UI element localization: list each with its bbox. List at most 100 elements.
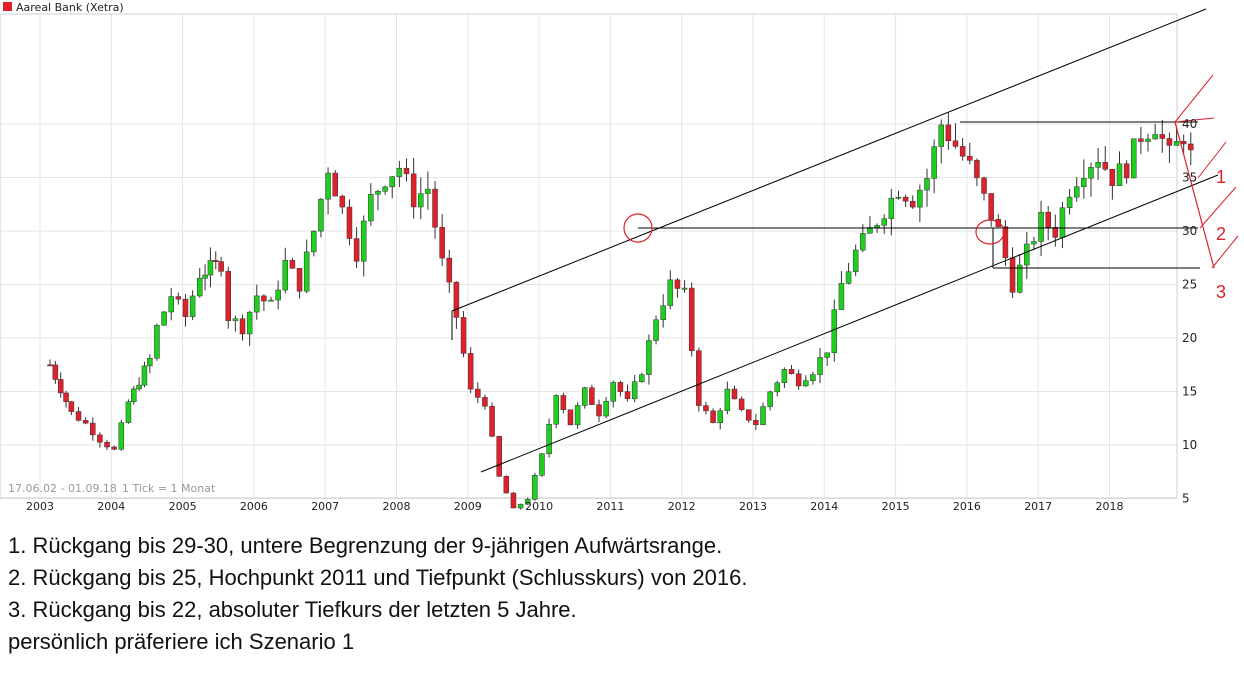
candle-body [68,401,75,412]
candle-body [1152,134,1158,140]
candle-body [168,296,174,313]
candle-body [1024,243,1030,266]
candle-body [141,365,148,386]
candle-body [1116,163,1123,186]
scenario-arrow-1 [1197,141,1227,179]
candle-body [1045,211,1051,228]
candle-body [1059,207,1066,238]
y-tick-label: 30 [1182,224,1197,238]
candle-body [82,420,89,424]
candle-body [703,405,709,412]
candle-body [131,388,137,403]
candle-body [410,173,417,208]
candle-body [111,446,117,450]
candle-body [1095,162,1101,168]
x-tick-label: 2011 [596,500,624,513]
candle-body [539,453,545,476]
grid [0,14,1177,499]
candle-body [1081,178,1087,187]
candle-body [845,271,852,284]
candle-body [924,178,930,191]
candle-body [738,398,745,410]
candle-body [803,380,809,387]
candle-body [1180,141,1187,145]
candle-body [202,274,208,279]
candle-body [232,318,239,321]
tick-interval-label: 1 Tick = 1 Monat [122,482,216,495]
candle-body [418,193,424,208]
candle-body [624,391,631,399]
candle-body [396,167,403,177]
candle-body [952,140,959,147]
candle-body [1073,186,1080,198]
candle-body [981,177,987,194]
candle-body [674,279,681,289]
x-tick-label: 2004 [97,500,125,513]
candle-body [239,318,246,335]
candle-body [475,388,481,398]
candle-body [282,260,289,291]
candle-body [817,357,823,375]
scenario-arrow-3 [1211,235,1239,269]
candle-body [261,295,267,302]
candle-body [218,261,224,272]
candle-body [617,382,624,392]
candle-body [1031,241,1037,245]
candle-body [860,233,866,251]
candle-body [196,277,203,297]
candle-body [503,476,510,494]
candle-body [90,422,96,436]
candle-body [895,196,902,199]
candle-body [254,295,260,313]
candle-body [774,382,781,393]
candle-body [610,382,617,402]
scenario-fan-2 [1174,117,1215,123]
candle-body [967,155,973,161]
candle-body [688,287,695,351]
candle-body [945,124,952,142]
x-tick-label: 2005 [169,500,197,513]
candle-body [147,357,153,367]
candle-body [1009,257,1016,293]
candle-body [432,188,438,228]
candle-body [1131,138,1137,179]
candle-body [788,369,795,374]
low-2016-circle [975,219,1005,245]
candle-body [909,200,916,208]
candle-body [881,218,887,226]
candle-body [546,423,552,455]
x-tick-label: 2017 [1024,500,1052,513]
candle-body [567,409,574,426]
candle-body [603,400,609,417]
candle-body [446,257,453,283]
candle-body [1138,138,1144,142]
candle-body [1088,167,1094,179]
scenario-arrow-main [1174,121,1215,269]
scenario-notes: 1. Rückgang bis 29-30, untere Begrenzung… [8,530,1208,658]
candle-body [325,172,331,200]
candle-body [382,186,388,192]
candle-body [753,420,759,426]
candle-body [182,298,189,317]
x-tick-label: 2012 [668,500,696,513]
x-tick-label: 2007 [311,500,339,513]
legend-swatch [3,2,12,11]
candle-body [660,305,666,321]
candle-body [1123,163,1130,179]
candle-body [974,160,980,179]
candle-body [1188,143,1194,151]
candle-body [760,406,766,426]
candle-body [136,384,142,390]
candle-body [1052,227,1059,238]
candle-body [874,225,880,228]
scenario-label-1: 1 [1216,167,1226,187]
candle-body [175,296,182,300]
candle-body [553,395,559,425]
candle-body [824,352,830,358]
x-tick-label: 2016 [953,500,981,513]
chart-title: Aareal Bank (Xetra) [16,1,124,14]
candle-body [888,197,895,219]
candle-body [189,295,196,317]
y-tick-label: 10 [1182,438,1197,452]
candle-body [332,172,338,197]
